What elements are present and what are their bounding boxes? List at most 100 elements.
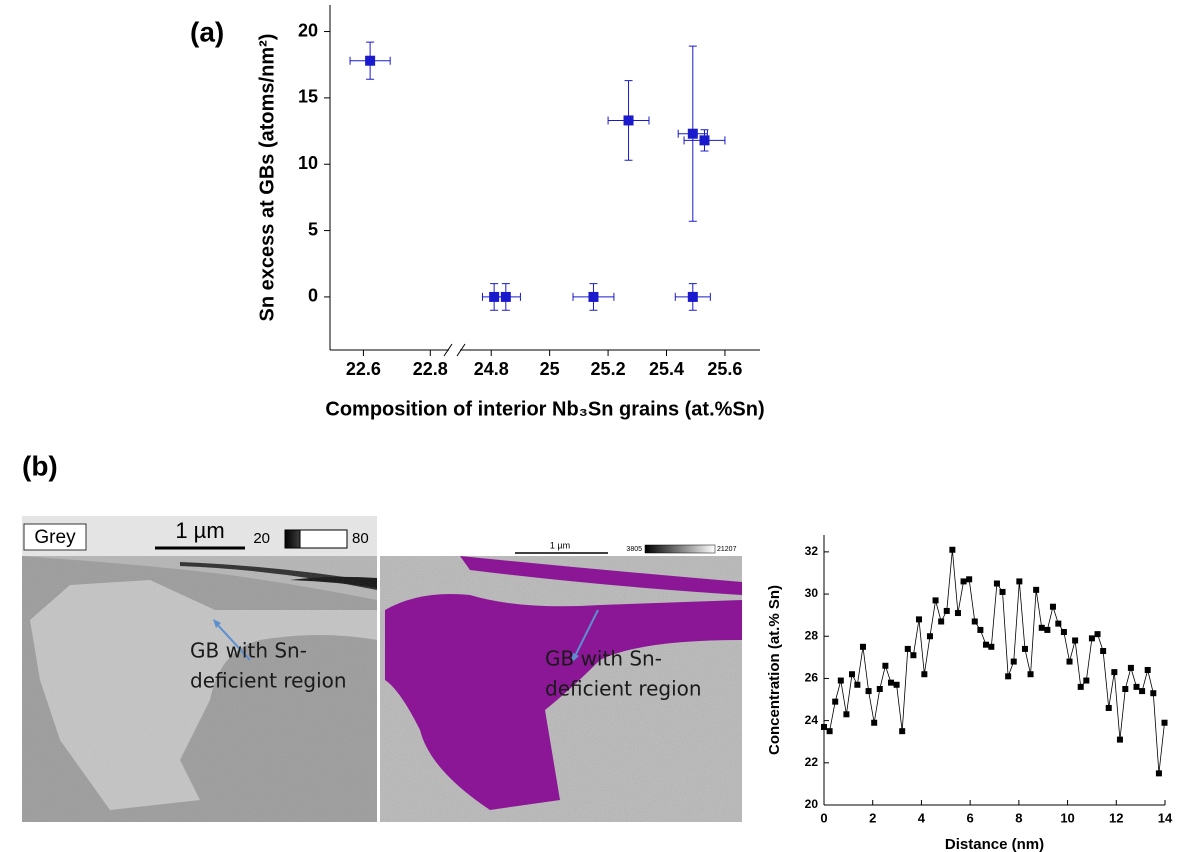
point (871, 719, 878, 726)
x-tick-label: 25.4 (649, 359, 684, 379)
point (1038, 624, 1045, 631)
y-axis-label: Sn excess at GBs (atoms/nm²) (256, 34, 278, 322)
y-tick-label: 10 (298, 153, 318, 173)
point (966, 576, 973, 583)
point (1127, 664, 1134, 671)
point (893, 681, 900, 688)
x-tick-label: 6 (967, 810, 974, 825)
point (588, 291, 599, 302)
y-tick-label: 24 (805, 713, 819, 727)
image-mode: Grey (34, 527, 76, 548)
y-tick-label: 0 (308, 286, 318, 306)
x-tick-label: 8 (1015, 810, 1022, 825)
point (999, 588, 1006, 595)
point (1111, 669, 1118, 676)
point (1005, 673, 1012, 680)
point (1044, 626, 1051, 633)
point (365, 55, 376, 66)
scale-label: 1 µm (550, 540, 570, 550)
point (921, 671, 928, 678)
point (687, 291, 698, 302)
point (971, 618, 978, 625)
y-tick-label: 20 (805, 797, 819, 811)
point (500, 291, 511, 302)
range-min: 20 (253, 530, 270, 547)
x-tick-label: 25 (540, 359, 560, 379)
x-tick-label: 2 (869, 810, 876, 825)
point (1077, 683, 1084, 690)
point (876, 685, 883, 692)
point (1122, 685, 1129, 692)
point (699, 135, 710, 146)
x-tick-label: 22.6 (346, 359, 381, 379)
range-min: 3805 (626, 546, 642, 553)
point (623, 115, 634, 126)
point (821, 723, 827, 730)
y-tick-label: 30 (805, 586, 819, 600)
y-tick-label: 22 (805, 755, 819, 769)
point (1161, 719, 1168, 726)
annotation: deficient region (190, 669, 347, 693)
y-tick-label: 15 (298, 87, 318, 107)
point (988, 643, 995, 650)
panel-label: (b) (22, 450, 58, 481)
point (826, 728, 833, 735)
point (687, 128, 698, 139)
point (1155, 770, 1162, 777)
point (1055, 620, 1062, 627)
y-tick-label: 5 (308, 219, 318, 239)
y-tick-label: 32 (805, 544, 819, 558)
point (949, 546, 956, 553)
range-max: 21207 (717, 546, 737, 553)
point (926, 633, 933, 640)
point (832, 698, 839, 705)
y-tick-label: 28 (805, 628, 819, 642)
point (960, 578, 967, 585)
point (1139, 688, 1146, 695)
x-tick-label: 24.8 (474, 359, 509, 379)
x-tick-label: 12 (1109, 810, 1123, 825)
point (865, 688, 872, 695)
y-tick-label: 20 (298, 20, 318, 40)
eds-map: 1 µm 3805 21207 (380, 540, 742, 822)
annotation: GB with Sn- (190, 639, 307, 663)
x-tick-label: 0 (820, 810, 827, 825)
point (993, 580, 1000, 587)
point (1010, 658, 1017, 665)
x-tick-label: 4 (918, 810, 926, 825)
point (938, 618, 945, 625)
x-axis-label: Distance (nm) (945, 836, 1044, 852)
point (1027, 671, 1034, 678)
point (882, 662, 889, 669)
point (859, 643, 866, 650)
point (932, 597, 939, 604)
point (1060, 629, 1067, 636)
x-tick-label: 10 (1060, 810, 1074, 825)
point (1049, 603, 1056, 610)
point (915, 616, 922, 623)
point (837, 677, 844, 684)
sem-image: Grey 1 µm 20 80 (22, 516, 377, 822)
scale-label: 1 µm (175, 518, 224, 543)
y-tick-label: 26 (805, 671, 819, 685)
point (982, 641, 989, 648)
point (1088, 635, 1095, 642)
y-axis-label: Concentration (at.% Sn) (766, 585, 783, 755)
point (977, 626, 984, 633)
range-max: 80 (352, 530, 369, 547)
line (823, 549, 1165, 774)
point (1100, 648, 1107, 655)
point (1072, 637, 1079, 644)
point (1133, 683, 1140, 690)
point (1083, 677, 1090, 684)
point (1021, 645, 1028, 652)
x-tick-label: 22.8 (413, 359, 448, 379)
point (843, 711, 850, 718)
panel-label: (a) (190, 16, 224, 47)
axis-break (443, 343, 466, 357)
point (904, 645, 911, 652)
point (1016, 578, 1023, 585)
point (910, 652, 917, 659)
point (887, 679, 894, 686)
point (943, 607, 950, 614)
